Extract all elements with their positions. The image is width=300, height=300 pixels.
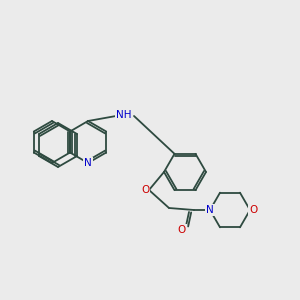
Text: O: O [249,205,257,215]
Text: O: O [141,185,149,195]
Text: N: N [206,205,214,215]
Text: NH: NH [116,110,132,120]
Text: N: N [84,158,92,168]
Text: O: O [178,225,186,235]
